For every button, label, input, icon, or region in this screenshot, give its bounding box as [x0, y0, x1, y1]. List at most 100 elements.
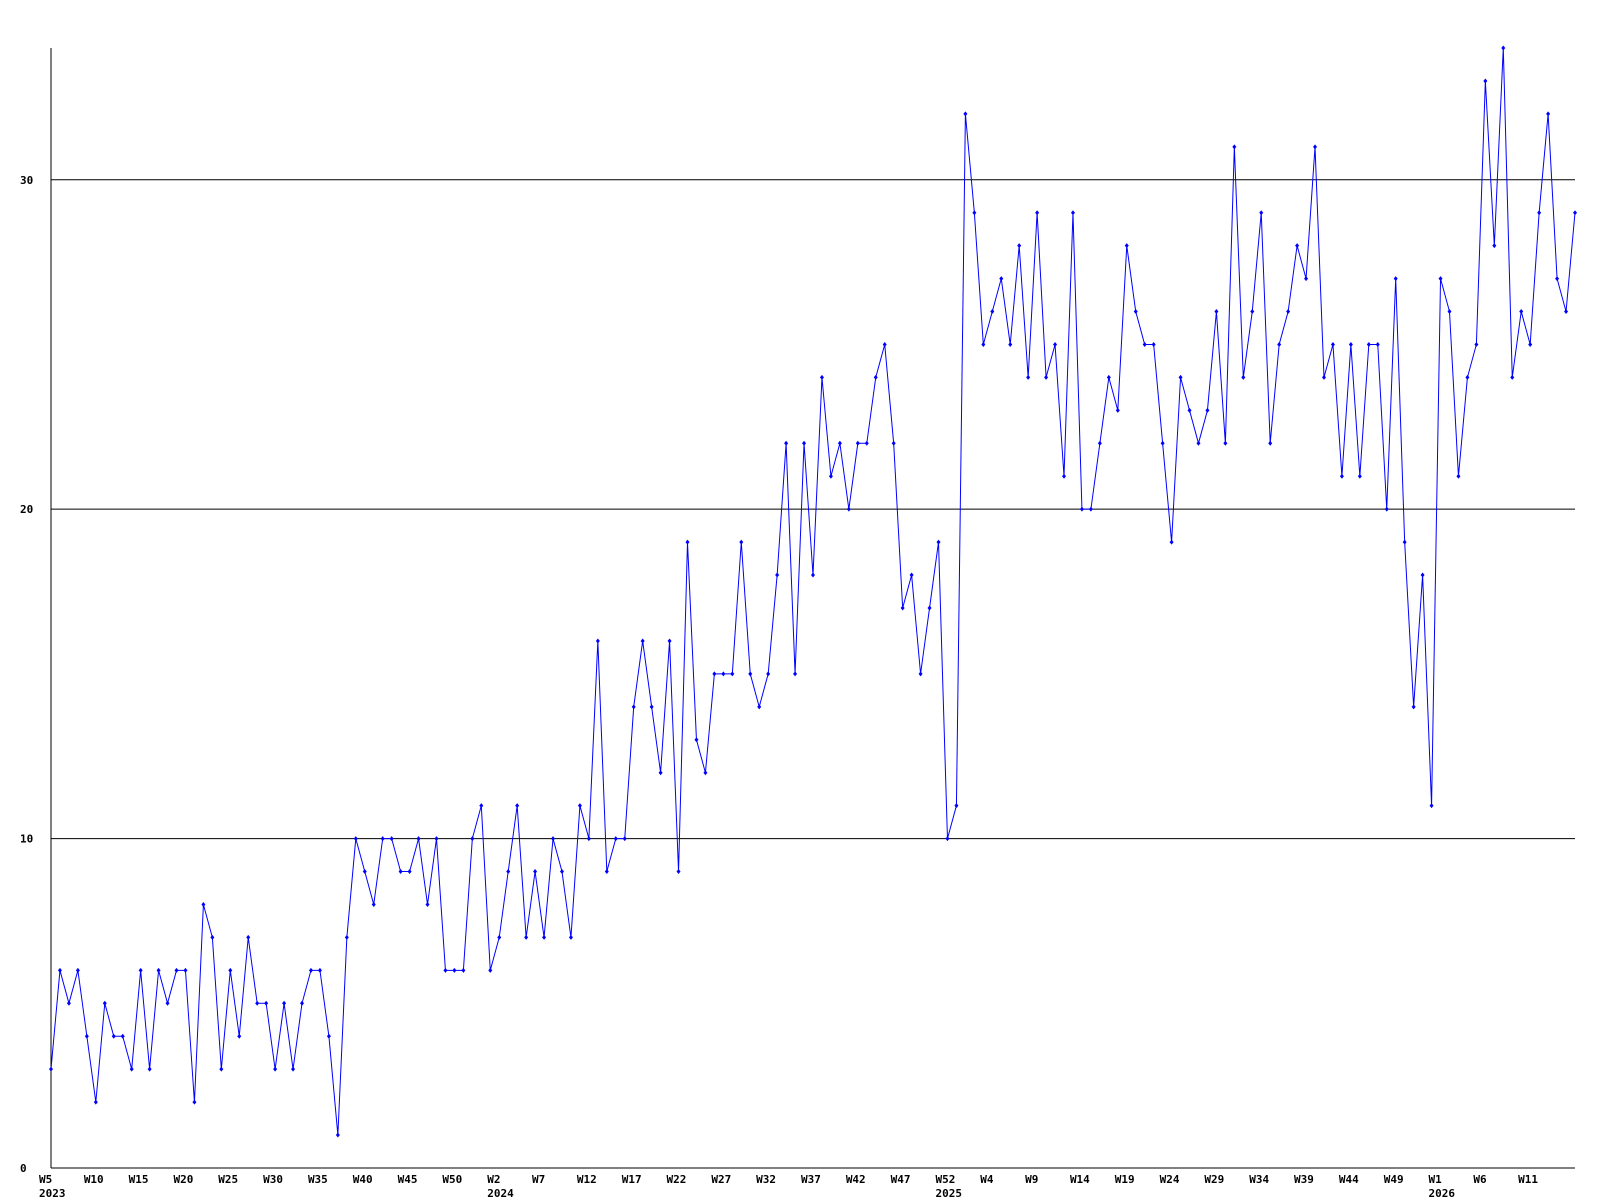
x-tick-label: W40 — [353, 1173, 373, 1186]
point — [326, 1033, 331, 1039]
point — [219, 1066, 224, 1072]
point — [1304, 276, 1309, 282]
point — [1510, 374, 1515, 380]
point — [1456, 473, 1461, 479]
point — [1017, 243, 1022, 249]
x-tick-label: W10 — [84, 1173, 104, 1186]
point — [1393, 276, 1398, 282]
point — [1348, 341, 1353, 347]
point — [631, 704, 636, 710]
point — [452, 967, 457, 973]
x-tick-label: W30 — [263, 1173, 283, 1186]
point — [344, 934, 349, 940]
point — [1008, 341, 1013, 347]
point — [1088, 506, 1093, 512]
point — [291, 1066, 296, 1072]
point — [775, 572, 780, 578]
point — [66, 1000, 71, 1006]
point — [1250, 309, 1255, 315]
point — [282, 1000, 287, 1006]
point — [811, 572, 815, 578]
point — [999, 276, 1004, 282]
x-tick-label: W19 — [1115, 1173, 1135, 1186]
point — [739, 539, 744, 545]
point — [524, 934, 529, 940]
point — [84, 1033, 89, 1039]
point — [49, 1066, 53, 1072]
point — [837, 440, 842, 446]
point — [981, 341, 986, 347]
point — [1187, 407, 1192, 413]
point — [595, 638, 600, 644]
point — [1573, 210, 1577, 216]
x-tick-label: W32 — [756, 1173, 776, 1186]
point — [1375, 341, 1380, 347]
x-tick-label: W4 — [980, 1173, 994, 1186]
point — [273, 1066, 278, 1072]
point — [936, 539, 941, 545]
point — [308, 967, 313, 973]
point — [147, 1066, 152, 1072]
point — [1366, 341, 1371, 347]
point — [748, 671, 753, 677]
x-tick-label: W1 — [1429, 1173, 1443, 1186]
point — [721, 671, 726, 677]
x-tick-label: W49 — [1384, 1173, 1404, 1186]
x-year-label: 2026 — [1429, 1187, 1456, 1200]
point — [111, 1033, 116, 1039]
point — [551, 836, 556, 842]
point — [990, 309, 995, 315]
x-tick-label: W11 — [1518, 1173, 1538, 1186]
x-year-label: 2025 — [935, 1187, 962, 1200]
point — [1357, 473, 1362, 479]
point — [972, 210, 977, 216]
point — [1465, 374, 1470, 380]
point — [317, 967, 322, 973]
point — [846, 506, 851, 512]
point — [1501, 45, 1506, 51]
point — [703, 770, 708, 776]
point — [1555, 276, 1560, 282]
x-tick-label: W37 — [801, 1173, 821, 1186]
x-tick-label: W27 — [711, 1173, 731, 1186]
point — [685, 539, 690, 545]
point — [470, 836, 475, 842]
point — [891, 440, 896, 446]
point — [730, 671, 735, 677]
x-tick-label: W39 — [1294, 1173, 1314, 1186]
x-tick-label: W9 — [1025, 1173, 1038, 1186]
point — [1330, 341, 1335, 347]
point — [918, 671, 923, 677]
point — [649, 704, 654, 710]
point — [954, 803, 959, 809]
point — [1106, 374, 1111, 380]
point — [945, 836, 950, 842]
point — [1402, 539, 1407, 545]
point — [425, 901, 430, 907]
point — [793, 671, 798, 677]
point — [1537, 210, 1542, 216]
point — [1268, 440, 1273, 446]
point — [1053, 341, 1058, 347]
point — [1079, 506, 1084, 512]
point — [389, 836, 394, 842]
x-tick-label: W2 — [487, 1173, 500, 1186]
x-tick-label: W12 — [577, 1173, 597, 1186]
point — [1133, 309, 1138, 315]
point — [1178, 374, 1183, 380]
point — [479, 803, 484, 809]
point — [1026, 374, 1031, 380]
point — [1411, 704, 1416, 710]
x-tick-label: W47 — [891, 1173, 911, 1186]
point — [1564, 309, 1569, 315]
point — [1151, 341, 1156, 347]
point — [613, 836, 618, 842]
point — [1286, 309, 1291, 315]
point — [757, 704, 762, 710]
point — [183, 967, 188, 973]
point — [362, 869, 367, 875]
point — [228, 967, 233, 973]
point — [900, 605, 905, 611]
point — [1546, 111, 1551, 117]
